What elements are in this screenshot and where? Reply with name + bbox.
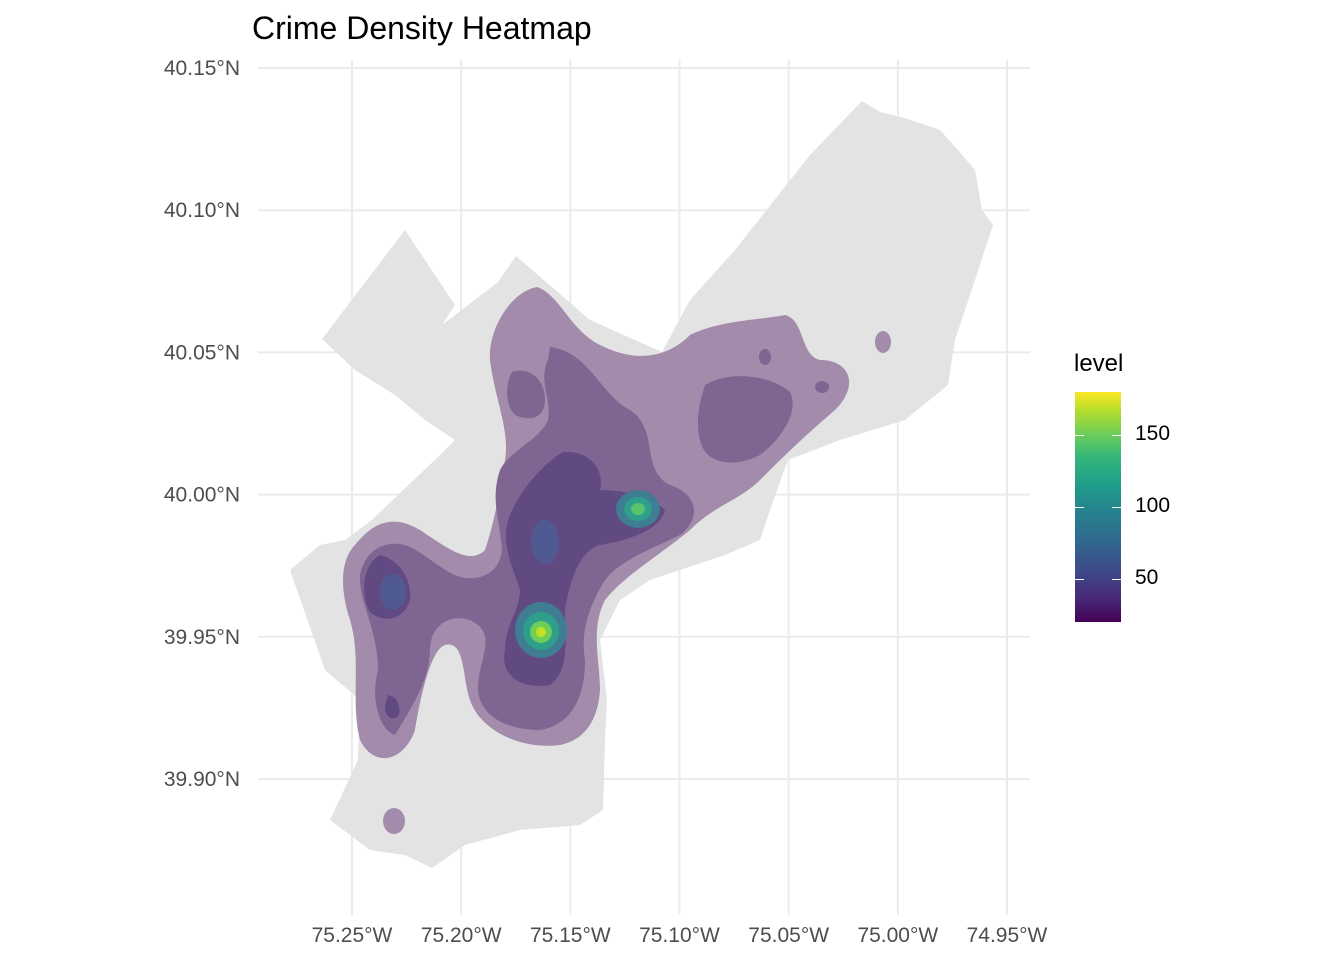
x-tick-label: 75.15°W (530, 924, 611, 947)
x-tick-label: 75.00°W (857, 924, 938, 947)
y-tick-label: 40.05°N (164, 341, 240, 364)
legend-title: level (1074, 350, 1124, 377)
legend: level 150 100 50 (1074, 350, 1214, 630)
density-isolated-4 (815, 381, 829, 393)
legend-tick-mark (1075, 435, 1084, 437)
density-isolated-2 (875, 331, 891, 353)
y-tick-label: 40.10°N (164, 199, 240, 222)
density-contours (343, 287, 891, 834)
density-level-2c (507, 370, 545, 419)
legend-tick-mark (1112, 578, 1121, 580)
density-level-6d (631, 503, 645, 515)
y-tick-label: 40.00°N (164, 484, 240, 507)
x-tick-label: 75.20°W (421, 924, 502, 947)
x-tick-label: 75.10°W (639, 924, 720, 947)
density-isolated-1 (383, 808, 405, 834)
density-isolated-3 (759, 349, 771, 365)
density-level-3c (384, 695, 400, 719)
x-tick-label: 75.05°W (748, 924, 829, 947)
legend-tick-label: 150 (1135, 422, 1171, 446)
x-tick-label: 74.95°W (967, 924, 1048, 947)
chart-title: Crime Density Heatmap (252, 10, 592, 46)
axis-ticks: 75.25°W 75.20°W 75.15°W 75.10°W 75.05°W 75.00… (164, 57, 1048, 947)
legend-tick-label: 50 (1135, 565, 1159, 589)
y-tick-label: 40.15°N (164, 57, 240, 80)
legend-tick-mark (1075, 578, 1084, 580)
y-tick-label: 39.95°N (164, 626, 240, 649)
density-level-4a (380, 574, 406, 610)
legend-tick-mark (1112, 507, 1121, 508)
y-tick-label: 39.90°N (164, 768, 240, 791)
legend-tick-mark (1075, 507, 1084, 508)
legend-tick-mark (1112, 435, 1121, 437)
density-level-7c (536, 627, 546, 637)
legend-tick-label: 100 (1135, 494, 1171, 517)
density-level-4b (531, 520, 559, 564)
x-tick-label: 75.25°W (312, 924, 393, 947)
density-level-2b (697, 376, 793, 463)
